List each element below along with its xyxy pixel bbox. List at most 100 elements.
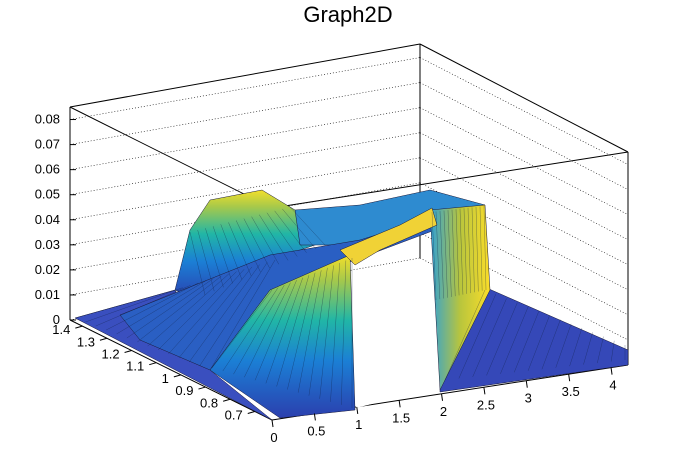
mesh-line bbox=[479, 206, 483, 291]
mesh-line bbox=[471, 207, 475, 293]
z-tick-label: 0.07 bbox=[35, 137, 60, 152]
x-tick-mark bbox=[441, 393, 444, 401]
mesh-line bbox=[168, 269, 245, 355]
z-tick-label: 0.01 bbox=[35, 287, 60, 302]
mesh-line bbox=[116, 280, 206, 335]
mesh-line bbox=[276, 275, 310, 387]
y-tick-label: 1.1 bbox=[126, 359, 144, 374]
mesh-line bbox=[220, 224, 243, 280]
mesh-line bbox=[244, 282, 291, 378]
mesh-line bbox=[597, 336, 604, 364]
y-tick-mark bbox=[75, 325, 83, 329]
mesh-line bbox=[266, 212, 298, 257]
mesh-line bbox=[555, 323, 572, 368]
x-tick-label: 1 bbox=[355, 417, 362, 432]
y-tick-label: 0.8 bbox=[200, 395, 218, 410]
x-tick-mark bbox=[483, 387, 486, 395]
mesh-line bbox=[500, 306, 529, 374]
x-tick-label: 4 bbox=[609, 378, 616, 393]
mesh-line bbox=[222, 287, 279, 372]
mesh-line bbox=[228, 222, 252, 276]
y-tick-mark bbox=[247, 410, 255, 414]
mesh-line bbox=[254, 280, 297, 381]
mesh-line bbox=[211, 289, 273, 369]
mesh-line bbox=[251, 216, 279, 265]
x-tick-label: 0 bbox=[270, 430, 277, 445]
mesh-line bbox=[189, 231, 206, 296]
mesh-line bbox=[106, 282, 199, 331]
mesh-line bbox=[541, 319, 561, 370]
mesh-line bbox=[463, 208, 467, 294]
mesh-line bbox=[85, 287, 183, 323]
mesh-line bbox=[126, 278, 214, 339]
x-tick-mark bbox=[610, 367, 613, 375]
z-gridline-left bbox=[69, 157, 421, 221]
x-tick-label: 2.5 bbox=[477, 397, 495, 412]
mesh-line bbox=[451, 209, 456, 297]
mesh-line bbox=[330, 262, 340, 402]
z-tick-label: 0.08 bbox=[35, 112, 60, 127]
surface-mesh bbox=[74, 189, 629, 421]
mesh-line bbox=[137, 276, 222, 343]
mesh-line bbox=[475, 206, 479, 292]
y-tick-label: 1.3 bbox=[77, 334, 95, 349]
x-tick-mark bbox=[398, 400, 401, 408]
z-tick-label: 0.05 bbox=[35, 187, 60, 202]
mesh-line bbox=[483, 205, 487, 291]
mesh-line bbox=[287, 272, 316, 390]
mesh-line bbox=[443, 210, 448, 298]
z-tick-label: 0.06 bbox=[35, 162, 60, 177]
y-tick-mark bbox=[149, 362, 157, 366]
mesh-line bbox=[435, 211, 441, 300]
y-tick-label: 1 bbox=[162, 371, 169, 386]
mesh-line bbox=[447, 210, 452, 297]
mesh-line bbox=[235, 220, 261, 272]
x-tick-mark bbox=[271, 419, 274, 428]
y-tick-mark bbox=[124, 350, 132, 353]
mesh-line bbox=[319, 265, 334, 399]
y-tick-label: 0.7 bbox=[225, 407, 243, 422]
mesh-line bbox=[467, 207, 471, 294]
mesh-line bbox=[205, 228, 224, 288]
mesh-line bbox=[439, 211, 444, 299]
y-tick-label: 0.9 bbox=[175, 383, 193, 398]
x-tick-mark bbox=[313, 413, 316, 421]
mesh-line bbox=[341, 260, 347, 405]
mesh-line bbox=[212, 226, 233, 284]
x-tick-label: 0.5 bbox=[307, 423, 325, 438]
z-gridline-left bbox=[69, 107, 421, 170]
mesh-line bbox=[444, 289, 486, 381]
mesh-line bbox=[431, 211, 437, 301]
mesh-line bbox=[282, 208, 316, 249]
z-gridline-left bbox=[69, 132, 421, 196]
x-tick-label: 3.5 bbox=[562, 384, 580, 399]
y-axis: 0.7 0.8 0.9 1 1.1 1.2 1.3 1.4 bbox=[52, 322, 255, 422]
mesh-line bbox=[209, 259, 276, 371]
mesh-line bbox=[458, 294, 496, 379]
mesh-line bbox=[472, 298, 507, 377]
x-tick-label: 1.5 bbox=[392, 410, 410, 425]
x-tick-mark bbox=[356, 406, 359, 414]
z-tick-label: 0.03 bbox=[35, 237, 60, 252]
z-tick-label: 0.02 bbox=[35, 262, 60, 277]
mesh-line bbox=[157, 271, 237, 351]
mesh-line bbox=[178, 266, 253, 359]
y-tick-mark bbox=[222, 398, 231, 402]
y-tick-mark bbox=[173, 374, 181, 378]
mesh-line bbox=[486, 302, 518, 376]
mesh-line bbox=[265, 277, 303, 384]
mesh-line bbox=[233, 284, 285, 375]
mesh-line bbox=[610, 340, 615, 362]
mesh-line bbox=[189, 264, 260, 363]
surface-right-wall bbox=[429, 204, 491, 391]
x-tick-label: 3 bbox=[525, 391, 532, 406]
z-tick-label: 0 bbox=[53, 312, 60, 327]
mesh-line bbox=[197, 230, 215, 292]
x-tick-label: 2 bbox=[440, 404, 447, 419]
mesh-line bbox=[514, 311, 540, 373]
y-tick-label: 1.2 bbox=[102, 346, 120, 361]
surface-front-curtain bbox=[209, 254, 356, 419]
surface-gap bbox=[356, 268, 434, 408]
z-gridline-left bbox=[69, 57, 421, 120]
